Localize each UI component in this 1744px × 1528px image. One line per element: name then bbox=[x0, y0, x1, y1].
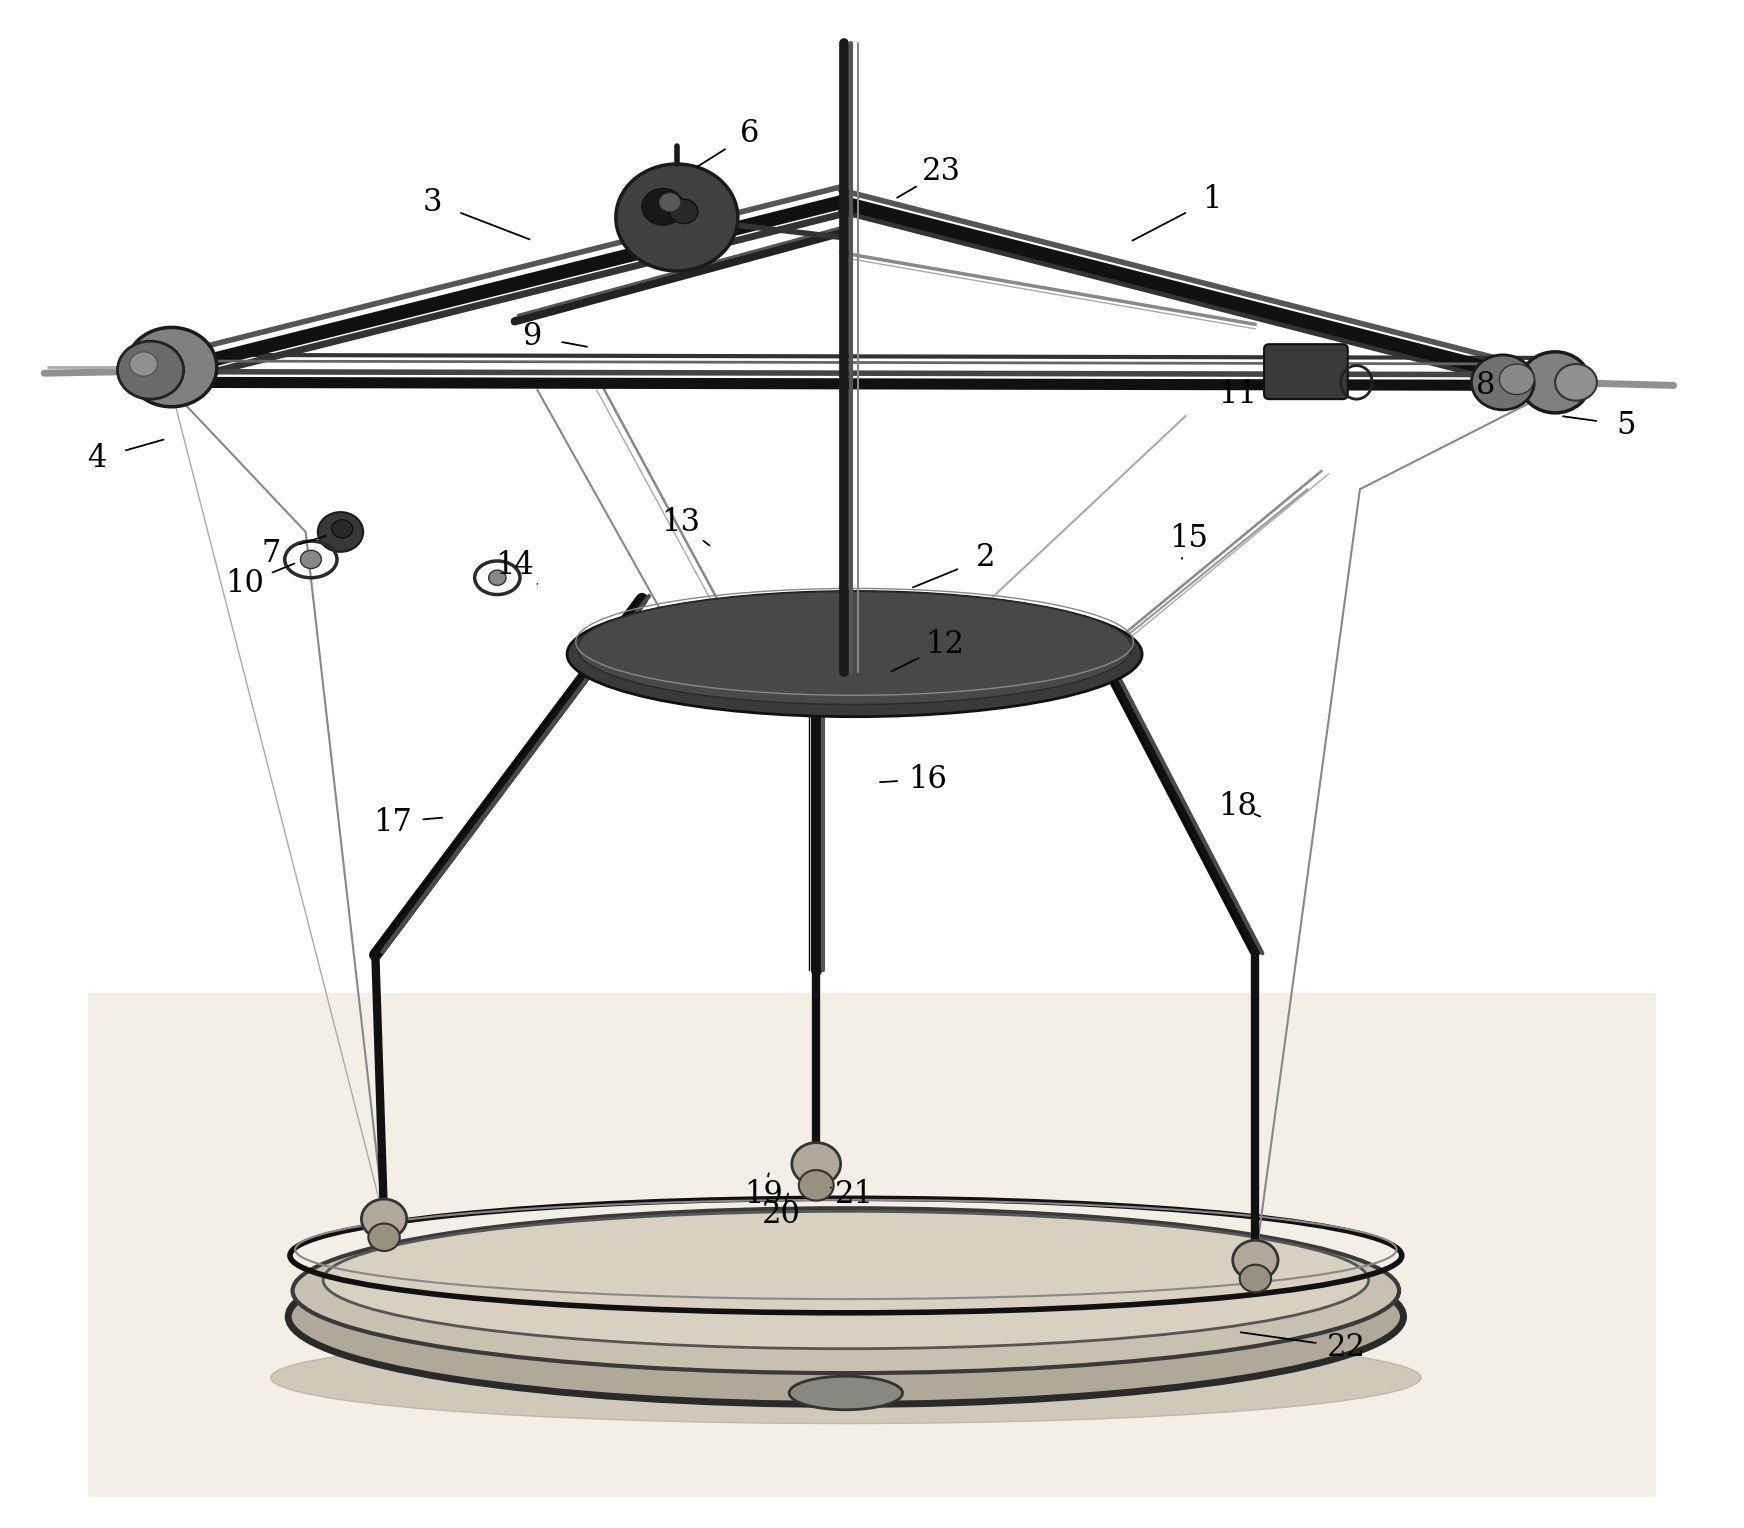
Circle shape bbox=[792, 1143, 841, 1186]
Polygon shape bbox=[87, 993, 1657, 1497]
Text: 18: 18 bbox=[1219, 792, 1257, 822]
Text: 19: 19 bbox=[745, 1180, 783, 1210]
Circle shape bbox=[670, 199, 698, 223]
Circle shape bbox=[1556, 364, 1598, 400]
Circle shape bbox=[368, 1224, 399, 1251]
Circle shape bbox=[300, 550, 321, 568]
Text: 1: 1 bbox=[1202, 183, 1221, 214]
Text: 21: 21 bbox=[835, 1180, 874, 1210]
Text: 23: 23 bbox=[923, 156, 961, 186]
Ellipse shape bbox=[270, 1332, 1421, 1424]
Text: 9: 9 bbox=[523, 321, 542, 351]
Ellipse shape bbox=[577, 591, 1132, 704]
Circle shape bbox=[1233, 1241, 1278, 1280]
Text: 13: 13 bbox=[661, 507, 699, 538]
Text: 12: 12 bbox=[926, 630, 964, 660]
Text: 15: 15 bbox=[1170, 523, 1209, 553]
Circle shape bbox=[129, 351, 157, 376]
Circle shape bbox=[1521, 351, 1591, 413]
Text: 2: 2 bbox=[975, 542, 996, 573]
Text: 20: 20 bbox=[762, 1199, 800, 1230]
Text: 6: 6 bbox=[741, 118, 760, 150]
Circle shape bbox=[642, 188, 684, 225]
Circle shape bbox=[126, 327, 216, 406]
Ellipse shape bbox=[567, 591, 1142, 717]
Circle shape bbox=[659, 193, 680, 211]
Circle shape bbox=[488, 570, 506, 585]
Text: 11: 11 bbox=[1219, 379, 1257, 410]
FancyBboxPatch shape bbox=[1264, 344, 1348, 399]
Text: 3: 3 bbox=[424, 186, 443, 217]
Text: 5: 5 bbox=[1617, 410, 1636, 440]
Text: 17: 17 bbox=[373, 807, 412, 837]
Ellipse shape bbox=[288, 1229, 1404, 1404]
Ellipse shape bbox=[323, 1212, 1369, 1349]
Circle shape bbox=[1500, 364, 1535, 394]
Ellipse shape bbox=[790, 1377, 902, 1410]
Circle shape bbox=[616, 163, 738, 270]
Text: 22: 22 bbox=[1327, 1332, 1366, 1363]
Circle shape bbox=[361, 1199, 406, 1239]
Circle shape bbox=[799, 1170, 834, 1201]
Circle shape bbox=[1240, 1265, 1271, 1293]
Text: 10: 10 bbox=[225, 568, 263, 599]
Text: 16: 16 bbox=[909, 764, 947, 795]
Circle shape bbox=[317, 512, 363, 552]
Text: 4: 4 bbox=[87, 443, 106, 474]
Circle shape bbox=[331, 520, 352, 538]
Text: 8: 8 bbox=[1475, 370, 1495, 400]
Text: 14: 14 bbox=[495, 550, 534, 581]
Circle shape bbox=[1472, 354, 1535, 410]
Ellipse shape bbox=[293, 1209, 1399, 1374]
Circle shape bbox=[117, 341, 183, 399]
Text: 7: 7 bbox=[262, 538, 281, 568]
